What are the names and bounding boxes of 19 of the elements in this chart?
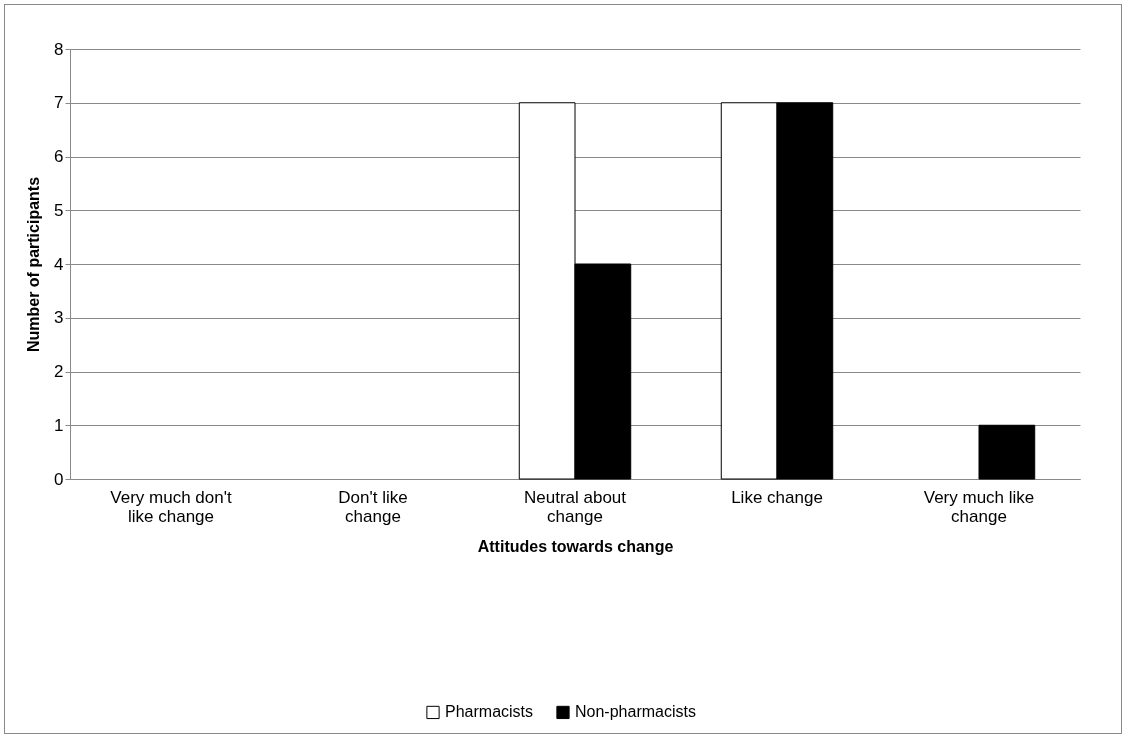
bar xyxy=(978,424,1036,480)
y-tick-label: 7 xyxy=(54,93,64,113)
y-tick-label: 5 xyxy=(54,200,64,220)
x-tick-label: Neutral about change xyxy=(523,487,627,526)
y-tick-label: 1 xyxy=(54,415,64,435)
y-tick-label: 2 xyxy=(54,362,64,381)
y-tick-label: 8 xyxy=(54,39,64,59)
x-tick-label: Like change xyxy=(731,487,823,507)
y-tick-label: 0 xyxy=(54,469,64,489)
y-tick-label: 3 xyxy=(54,308,64,328)
y-tick-label: 4 xyxy=(54,254,64,274)
x-tick-label: Very much don't like change xyxy=(110,487,232,526)
legend-label: Non-pharmacists xyxy=(575,703,696,721)
x-axis-title: Attitudes towards change xyxy=(477,537,674,555)
y-tick-label: 6 xyxy=(54,147,64,166)
legend-label: Pharmacists xyxy=(445,703,534,721)
y-axis-title: Number of participants xyxy=(25,176,43,353)
x-tick-label: Very much like change xyxy=(923,487,1035,526)
x-tick-label: Don't like change xyxy=(338,487,408,526)
